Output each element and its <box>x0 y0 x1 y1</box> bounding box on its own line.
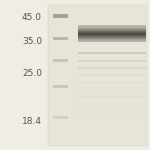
Bar <box>78 30 146 31</box>
Bar <box>78 38 146 39</box>
Bar <box>78 104 146 105</box>
Bar <box>78 40 146 41</box>
Bar <box>78 29 146 30</box>
Text: 35.0: 35.0 <box>22 37 42 46</box>
Bar <box>78 26 146 27</box>
Bar <box>52 14 68 18</box>
Bar <box>78 34 146 35</box>
Bar <box>78 96 146 98</box>
Bar <box>78 36 146 37</box>
Bar <box>78 52 146 54</box>
Bar <box>78 67 146 69</box>
Bar <box>52 60 68 62</box>
Bar <box>78 27 146 28</box>
Bar <box>78 41 146 42</box>
Bar <box>78 37 146 38</box>
Text: 45.0: 45.0 <box>22 13 42 22</box>
Bar <box>52 116 68 119</box>
Bar <box>78 25 146 26</box>
Text: 18.4: 18.4 <box>22 117 42 126</box>
Bar <box>78 32 146 33</box>
Bar <box>52 37 68 40</box>
Bar <box>78 89 146 90</box>
Text: 25.0: 25.0 <box>22 69 42 78</box>
Bar <box>78 31 146 32</box>
Bar <box>78 28 146 29</box>
Bar <box>52 85 68 88</box>
Bar <box>78 33 146 34</box>
Bar <box>78 112 146 113</box>
Bar <box>78 35 146 36</box>
Bar <box>78 82 146 83</box>
Bar <box>78 39 146 40</box>
Bar <box>78 74 146 76</box>
Bar <box>48 4 147 146</box>
Bar <box>78 60 146 62</box>
